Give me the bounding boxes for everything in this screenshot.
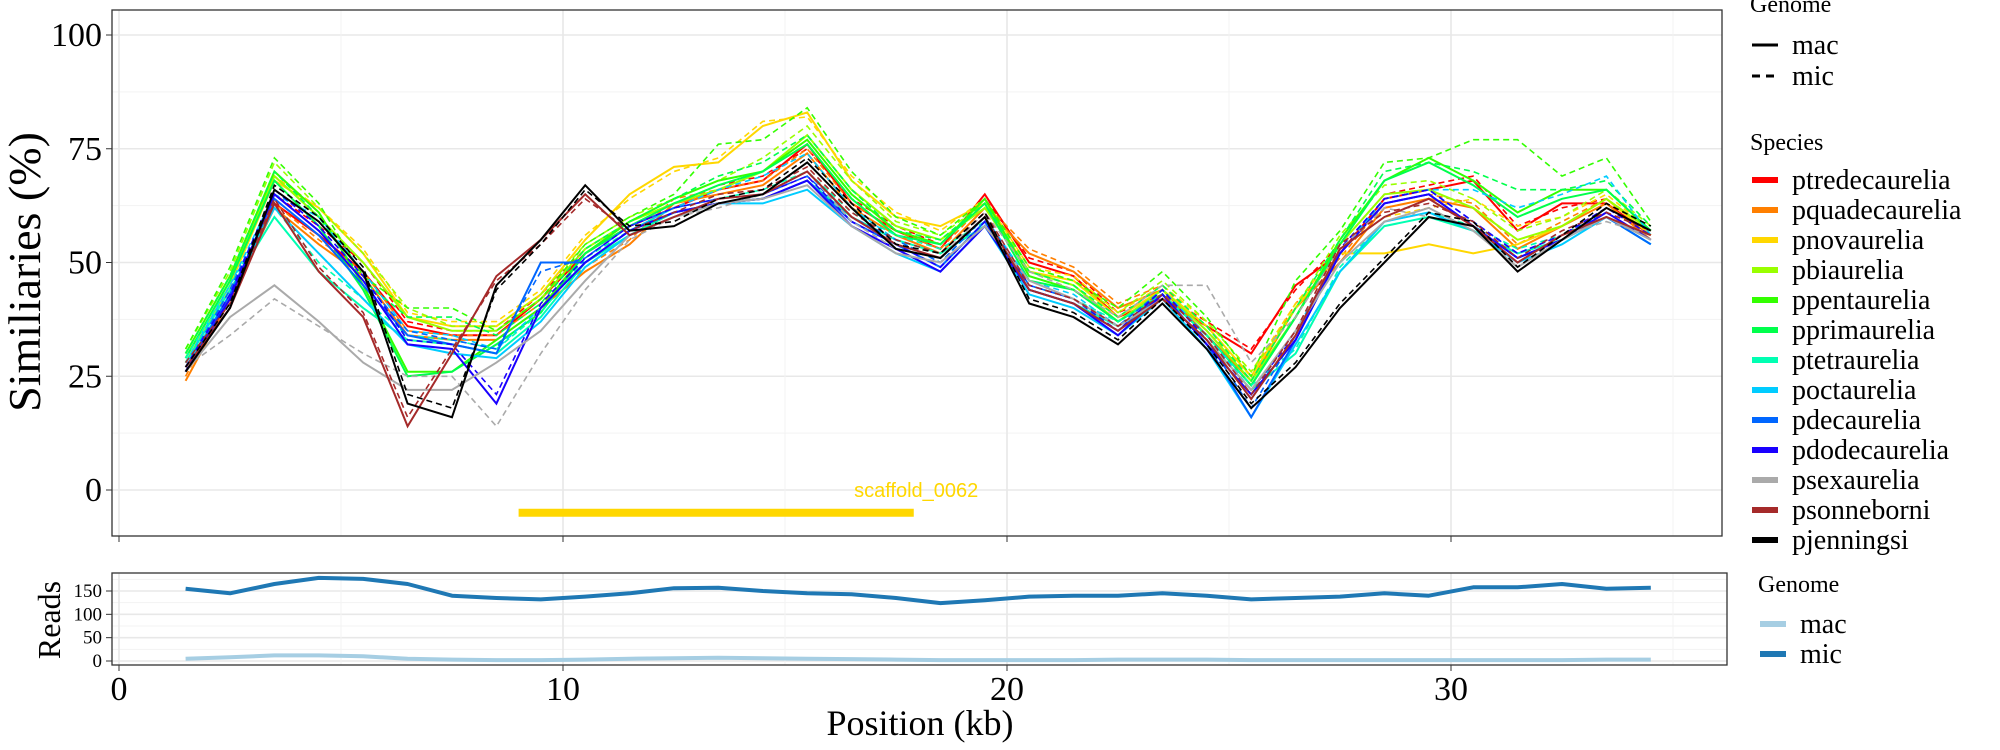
reads-line-mac [185,653,1651,663]
x-axis-title: Position (kb) [826,703,1013,743]
series-line-ppentaurelia-mac [184,138,1652,388]
series-line-pdodecaurelia-mic [184,175,1652,396]
reads-y-tick-label: 50 [83,628,102,649]
series-line-pdecaurelia-mac [184,179,1652,420]
y-tick-label: 25 [68,358,102,395]
legend-label-pjenningsi: pjenningsi [1792,525,1909,556]
series-line-ptetraurelia-mac [184,179,1652,392]
series-line-pjenningsi-mic [184,156,1652,410]
legend-label-pbiaurelia: pbiaurelia [1792,255,1905,286]
series-line-pbiaurelia-mic [184,124,1652,373]
legend-label-ptetraurelia: ptetraurelia [1792,345,1920,376]
reads-y-axis-title: Reads [31,581,67,659]
x-tick-label: 30 [1434,671,1468,708]
legend-label-mic: mic [1792,61,1834,92]
legend-label-pquadecaurelia: pquadecaurelia [1792,195,1962,226]
series-line-ptredecaurelia-mic [184,147,1652,368]
series-line-pbiaurelia-mac [184,133,1652,383]
x-tick-label: 20 [990,671,1024,708]
legend-reads-label-mic: mic [1800,639,1842,670]
legend-label-psonneborni: psonneborni [1792,495,1931,526]
series-line-psonneborni-mic [184,165,1652,419]
reads-y-tick-label: 0 [93,651,103,672]
y-axis-title: Similiaries (%) [0,132,50,412]
legend-label-ptredecaurelia: ptredecaurelia [1792,165,1951,196]
series-line-poctaurelia-mac [184,188,1652,420]
legend-reads-genome-title: Genome [1758,572,1839,598]
legend: GenomemacmicSpeciesptredecaureliapquadec… [1750,0,1962,670]
x-tick-label: 0 [111,671,128,708]
series-line-pdodecaurelia-mac [184,179,1652,406]
y-tick-label: 100 [51,17,102,54]
reads-panel-border [111,572,1728,666]
series-line-psonneborni-mac [184,170,1652,429]
legend-label-psexaurelia: psexaurelia [1792,465,1920,496]
series-line-ptetraurelia-mic [184,170,1652,387]
legend-genome-title: Genome [1750,0,1831,18]
legend-label-pdodecaurelia: pdodecaurelia [1792,435,1950,466]
main-panel-axes: 0 25 50 75 100 [51,17,1452,542]
series-line-pnovaurelia-mac [184,111,1652,378]
y-tick-label: 50 [68,245,102,282]
y-tick-label: 75 [68,131,102,168]
series-line-pquadecaurelia-mac [184,151,1652,383]
reads-y-tick-label: 100 [74,604,103,625]
legend-label-pnovaurelia: pnovaurelia [1792,225,1925,256]
legend-label-pdecaurelia: pdecaurelia [1792,405,1922,436]
series-line-pprimaurelia-mic [184,134,1652,383]
legend-label-ppentaurelia: ppentaurelia [1792,285,1931,316]
reads-panel-lines [185,575,1651,663]
main-panel-lines [184,106,1652,429]
legend-reads-label-mac: mac [1800,609,1847,640]
legend-label-pprimaurelia: pprimaurelia [1792,315,1936,346]
legend-species-title: Species [1750,130,1823,156]
reads-line-mic [185,575,1651,606]
reads-y-tick-label: 150 [74,581,103,602]
legend-label-mac: mac [1792,30,1839,61]
scaffold-label: scaffold_0062 [854,480,978,502]
series-line-pjenningsi-mac [184,161,1652,419]
legend-label-poctaurelia: poctaurelia [1792,375,1917,406]
x-tick-label: 10 [546,671,580,708]
scaffold-annotation: scaffold_0062 [518,480,978,517]
series-line-pprimaurelia-mac [184,142,1652,388]
series-line-psexaurelia-mac [184,184,1652,392]
main-panel-border [111,9,1723,537]
y-tick-label: 0 [85,472,102,509]
